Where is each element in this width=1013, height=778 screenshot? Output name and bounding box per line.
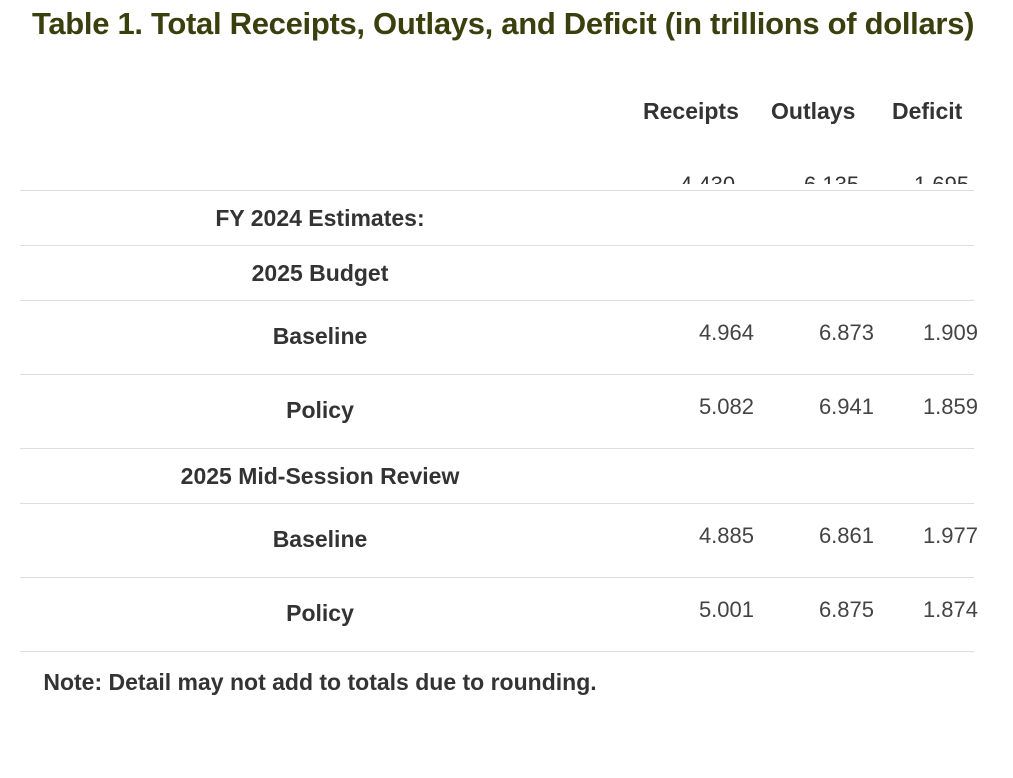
row-label: Baseline <box>272 323 368 349</box>
deficit-value: 1.909 <box>922 320 978 345</box>
deficit-value: 1.977 <box>922 523 978 548</box>
table-row: 2025 Mid-Session Review <box>20 449 974 504</box>
table-note: Note: Detail may not add to totals due t… <box>43 669 597 695</box>
receipts-value: 5.082 <box>698 394 754 419</box>
row-label: Policy <box>286 397 354 423</box>
table-row: 2025 Budget <box>20 246 974 301</box>
receipts-value: 4.964 <box>698 320 754 345</box>
row-label: 2025 Budget <box>251 260 389 286</box>
table-row: Baseline 4.885 6.861 1.977 <box>20 504 978 578</box>
data-table: FY 2024 Estimates: 2025 Budget Baseline … <box>20 190 978 652</box>
deficit-value: 1.874 <box>922 597 978 622</box>
table-row: Policy 5.001 6.875 1.874 <box>20 578 978 652</box>
row-label: Policy <box>286 600 354 626</box>
table-title: Table 1. Total Receipts, Outlays, and De… <box>32 6 975 41</box>
column-header-outlays: Outlays <box>771 98 856 124</box>
outlays-value: 6.861 <box>818 523 874 548</box>
receipts-value: 5.001 <box>698 597 754 622</box>
table-row: Baseline 4.964 6.873 1.909 <box>20 301 978 375</box>
column-header-deficit: Deficit <box>892 98 963 124</box>
row-label: FY 2024 Estimates: <box>215 205 425 231</box>
receipts-value: 4.885 <box>698 523 754 548</box>
deficit-value: 1.859 <box>922 394 978 419</box>
outlays-value: 6.873 <box>818 320 874 345</box>
table-row: FY 2024 Estimates: <box>20 191 974 246</box>
outlays-value: 6.875 <box>818 597 874 622</box>
table-row: Policy 5.082 6.941 1.859 <box>20 375 978 449</box>
outlays-value: 6.941 <box>818 394 874 419</box>
row-label: 2025 Mid-Session Review <box>180 463 460 489</box>
scrolled-row-fragment: 4.430 6.135 1.695 <box>20 162 974 184</box>
row-label: Baseline <box>272 526 368 552</box>
column-header-receipts: Receipts <box>643 98 739 124</box>
